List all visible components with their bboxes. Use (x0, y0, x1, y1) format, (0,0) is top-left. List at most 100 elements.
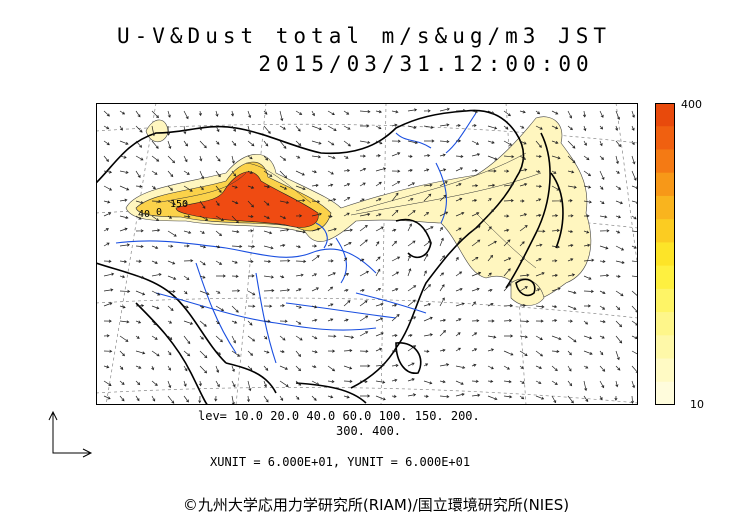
wind-arrow (247, 259, 254, 264)
wind-arrow (439, 380, 446, 384)
wind-arrow (471, 363, 477, 367)
wind-arrow (151, 380, 158, 386)
wind-arrow (230, 110, 235, 117)
wind-arrow (503, 125, 509, 130)
wind-arrow (615, 305, 621, 311)
wind-arrow (103, 288, 114, 292)
wind-arrow (295, 125, 301, 132)
wind-arrow (199, 275, 206, 279)
wind-arrow (455, 380, 464, 385)
wind-arrow (166, 125, 171, 136)
wind-arrow (199, 245, 207, 249)
colorbar-swatch (655, 381, 675, 405)
wind-arrow (231, 170, 237, 177)
wind-arrow (423, 211, 430, 217)
wind-arrow (391, 123, 398, 127)
wind-arrow (295, 335, 303, 341)
wind-arrow (551, 185, 560, 191)
wind-arrow (471, 319, 480, 323)
wind-arrow (311, 287, 320, 292)
wind-arrow (599, 395, 603, 401)
wind-arrow (359, 212, 371, 217)
wind-arrow (135, 140, 143, 148)
wind-arrow (471, 301, 476, 307)
wind-arrow (455, 318, 462, 322)
wind-arrow (263, 365, 269, 371)
wind-arrow (247, 214, 254, 219)
wind-arrow (423, 270, 427, 277)
wind-arrow (215, 110, 219, 117)
wind-arrow (279, 228, 290, 232)
wind-arrow (167, 320, 173, 324)
wind-arrow (343, 335, 355, 339)
wind-arrow (295, 380, 302, 386)
wind-arrow (311, 212, 322, 217)
wind-arrow (311, 140, 322, 145)
colorbar-min-label: 10 (690, 398, 704, 411)
wind-arrow (359, 349, 369, 353)
wind-arrow (295, 305, 302, 309)
wind-arrow (599, 273, 610, 277)
wind-arrow (167, 289, 176, 294)
wind-arrow (119, 215, 129, 220)
wind-arrow (311, 183, 319, 187)
wind-arrow (423, 316, 433, 322)
wind-arrow (615, 230, 621, 234)
wind-arrow (567, 335, 577, 343)
wind-arrow (535, 243, 543, 247)
wind-arrow (231, 185, 238, 189)
wind-arrow (151, 290, 161, 296)
wind-arrow (535, 395, 545, 400)
wind-arrow (247, 155, 253, 160)
wind-arrow (327, 303, 334, 307)
wind-arrow (519, 273, 530, 277)
wind-arrow (599, 350, 604, 356)
wind-arrow (263, 140, 269, 147)
wind-arrow (567, 258, 574, 262)
wind-arrow (567, 140, 576, 149)
wind-arrow (503, 283, 511, 292)
wind-arrow (279, 243, 286, 247)
wind-arrow (231, 125, 236, 132)
wind-arrow (215, 200, 220, 206)
wind-arrow (375, 256, 381, 262)
wind-arrow (391, 303, 398, 307)
wind-arrow (327, 395, 334, 399)
wind-arrow (439, 168, 447, 172)
wind-arrow (535, 365, 543, 369)
wind-arrow (263, 125, 271, 134)
wind-arrow (167, 170, 174, 178)
wind-arrow (198, 380, 203, 387)
contour-label-40: 40 (138, 209, 150, 220)
wind-arrow (407, 254, 411, 262)
colorbar-swatch (655, 335, 675, 360)
wind-arrow (455, 365, 466, 369)
colorbar-swatch (655, 358, 675, 383)
wind-arrow (503, 110, 511, 117)
wind-arrow (407, 154, 413, 158)
wind-arrow (407, 240, 416, 247)
wind-arrow (599, 335, 605, 339)
colorbar-swatch (655, 219, 675, 243)
wind-arrow (183, 200, 188, 205)
wind-arrow (183, 215, 191, 219)
wind-arrow (471, 379, 479, 383)
wind-arrow (615, 185, 622, 190)
wind-arrow (439, 194, 447, 202)
wind-arrow (103, 395, 111, 400)
wind-arrow (391, 209, 399, 217)
wind-arrow (551, 125, 559, 130)
wind-arrow (135, 320, 142, 324)
wind-arrow (359, 167, 367, 172)
wind-arrow (135, 110, 141, 118)
wind-arrow (279, 380, 289, 387)
wind-arrow (519, 257, 525, 262)
wind-arrow (103, 212, 112, 217)
wind-arrow (391, 349, 398, 353)
wind-arrow (487, 198, 492, 202)
wind-arrow (135, 215, 142, 220)
wind-arrow (471, 225, 481, 232)
wind-arrow (407, 285, 417, 292)
wind-arrow (359, 288, 365, 292)
wind-arrow (487, 208, 495, 217)
